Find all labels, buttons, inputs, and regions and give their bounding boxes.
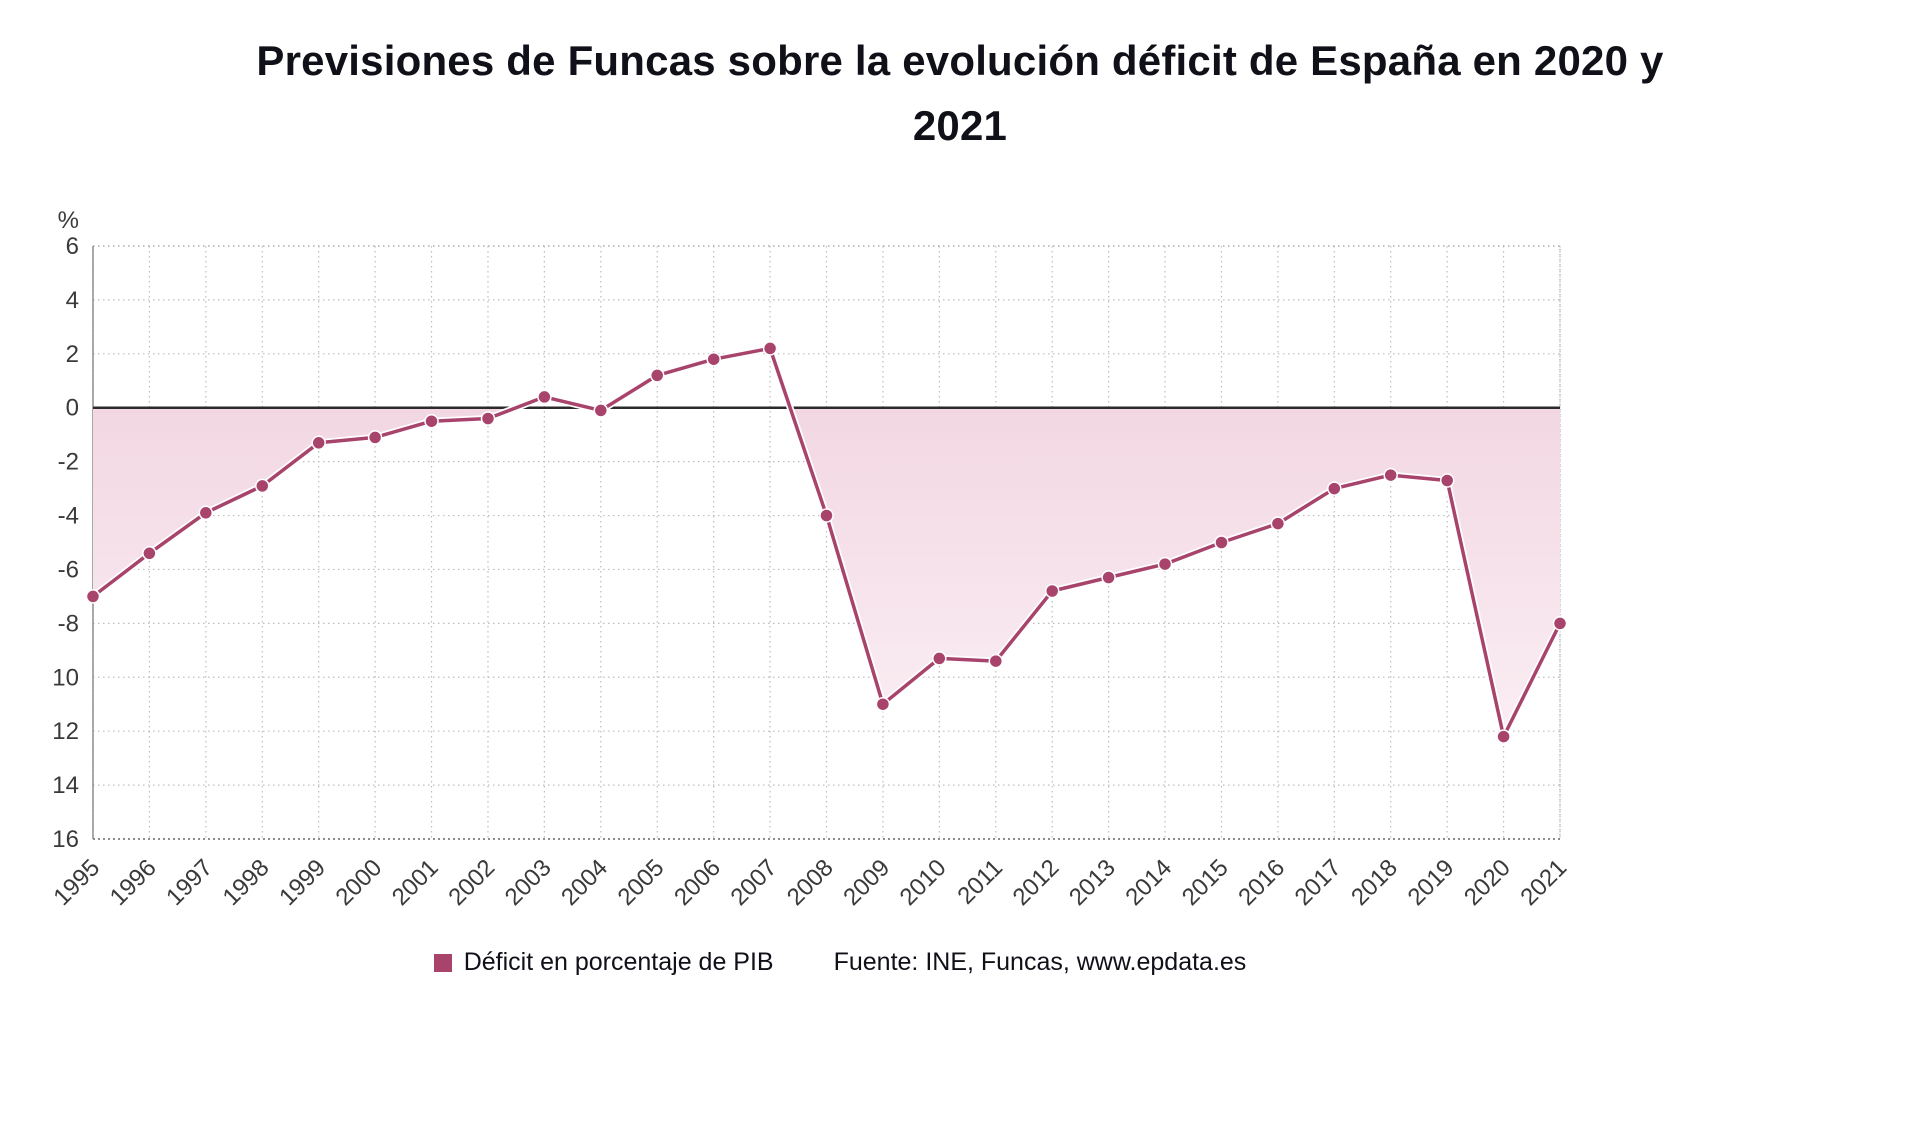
x-tick-label-2016: 2016 [1233, 854, 1290, 911]
y-tick-label: 0 [66, 395, 79, 422]
x-tick-label-2010: 2010 [895, 854, 952, 911]
source-text: Fuente: INE, Funcas, www.epdata.es [833, 948, 1247, 976]
y-tick-label: 2 [66, 341, 79, 368]
data-point-2010 [932, 651, 947, 666]
legend-item-deficit: Déficit en porcentaje de PIB [433, 948, 774, 977]
data-point-2012 [1044, 583, 1060, 599]
data-point-2019 [1439, 473, 1455, 488]
x-tick-label-2020: 2020 [1459, 854, 1516, 911]
x-tick-label-1998: 1998 [218, 854, 275, 911]
gridlines [92, 245, 1561, 840]
data-point-2006 [706, 351, 721, 367]
y-tick-label: -2 [58, 449, 79, 476]
x-tick-label-1999: 1999 [274, 854, 331, 911]
x-tick-label-2007: 2007 [725, 854, 782, 911]
x-tick-label-2008: 2008 [782, 854, 839, 911]
data-point-2009 [875, 696, 891, 712]
data-point-2004 [593, 403, 609, 418]
data-point-2008 [819, 508, 834, 523]
x-tick-label-2005: 2005 [613, 854, 670, 911]
x-tick-label-2012: 2012 [1008, 854, 1065, 911]
x-tick-label-2000: 2000 [330, 854, 387, 911]
data-point-2001 [424, 413, 439, 429]
legend-label: Déficit en porcentaje de PIB [463, 948, 774, 976]
x-tick-label-2004: 2004 [556, 854, 613, 911]
x-tick-label-2002: 2002 [443, 854, 500, 911]
data-point-2016 [1270, 516, 1286, 531]
x-tick-label-2006: 2006 [669, 854, 726, 911]
data-point-1995 [85, 589, 101, 604]
data-point-2000 [367, 430, 383, 445]
x-tick-label-1995: 1995 [48, 854, 105, 911]
y-axis-unit-label: % [58, 207, 79, 234]
y-tick-label: -8 [58, 610, 79, 637]
data-point-2013 [1101, 570, 1116, 585]
y-tick-label: 4 [66, 287, 79, 314]
data-point-2005 [649, 368, 665, 383]
data-point-1999 [311, 435, 326, 451]
data-point-1996 [142, 546, 157, 561]
data-point-2015 [1214, 535, 1229, 550]
data-point-1997 [198, 505, 214, 521]
legend: Déficit en porcentaje de PIB Fuente: INE… [0, 948, 1680, 977]
data-point-2021 [1552, 616, 1568, 631]
y-tick-label: 14 [52, 772, 79, 799]
data-point-2018 [1383, 467, 1398, 483]
x-tick-label-2014: 2014 [1120, 854, 1177, 911]
data-points [85, 341, 1568, 744]
x-tick-label-2015: 2015 [1177, 854, 1234, 911]
y-tick-label: -4 [58, 503, 79, 530]
data-point-2003 [537, 389, 552, 405]
y-tick-label: 12 [52, 718, 79, 745]
x-tick-label-2013: 2013 [1064, 854, 1121, 911]
data-point-2007 [762, 341, 778, 356]
x-tick-label-2009: 2009 [838, 854, 895, 911]
legend-square-marker [433, 953, 452, 972]
x-tick-label-2021: 2021 [1515, 854, 1572, 911]
y-tick-label: -6 [58, 556, 79, 583]
y-tick-label: 10 [52, 664, 79, 691]
chart-title: Previsiones de Funcas sobre la evolución… [256, 37, 1664, 150]
x-tick-label-1997: 1997 [161, 854, 218, 911]
x-tick-label-2001: 2001 [387, 854, 444, 911]
data-point-2014 [1157, 556, 1173, 572]
deficit-line-chart: 6 4 2 0 -2 -4 -6 -8 10 12 14 16% 1995 1996 1997 1998 199… [48, 207, 1572, 911]
data-point-2020 [1496, 729, 1511, 744]
data-point-2002 [480, 411, 496, 426]
y-tick-label: 6 [66, 233, 79, 260]
x-tick-label-2019: 2019 [1403, 854, 1460, 911]
data-point-2017 [1327, 481, 1342, 496]
data-point-2011 [988, 653, 1004, 669]
x-tick-label-2017: 2017 [1290, 854, 1347, 911]
y-tick-label: 16 [52, 826, 79, 853]
x-tick-label-2018: 2018 [1346, 854, 1403, 911]
x-tick-label-1996: 1996 [105, 854, 162, 911]
chart-area: 6 4 2 0 -2 -4 -6 -8 10 12 14 16% 1995 1996 1997 1998 199… [0, 200, 1680, 930]
x-tick-label-2003: 2003 [500, 854, 557, 911]
data-point-1998 [255, 478, 270, 494]
y-axis-labels: 6 4 2 0 -2 -4 -6 -8 10 12 14 16 [52, 233, 79, 853]
x-tick-label-2011: 2011 [952, 854, 1008, 910]
deficit-area-fill [93, 407, 1560, 737]
x-axis-labels: 1995 1996 1997 1998 1999 2000 2001 2002 2003 2004… [48, 854, 1572, 911]
